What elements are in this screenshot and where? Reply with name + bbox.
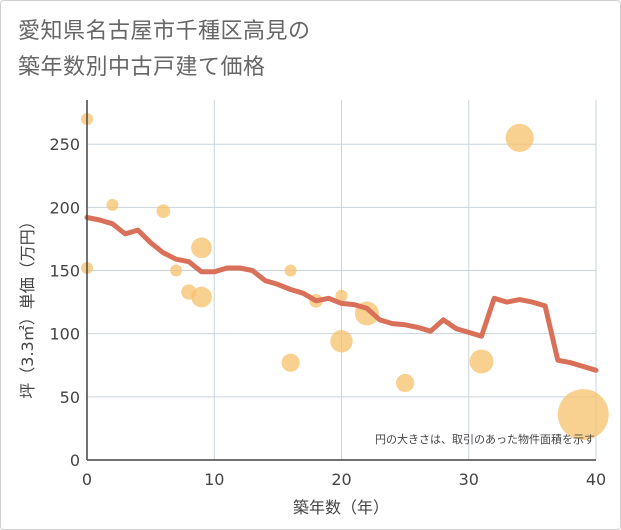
average-price-line (84, 215, 599, 373)
bubble-point-15 (469, 349, 494, 374)
y-axis-label: 坪（3.3㎡）単価（万円） (18, 213, 37, 398)
bubble-point-17 (557, 389, 609, 440)
tick-label-layer: 0 10 20 30 40 0 50 100 150 200 250 (49, 135, 606, 489)
y-tick-label-200: 200 (49, 198, 80, 217)
chart-title-line-1: 愛知県名古屋市千種区高見の (18, 19, 311, 44)
axis-layer (86, 100, 596, 461)
x-tick-label-10: 10 (204, 470, 224, 489)
x-axis-label: 築年数（年） (293, 498, 389, 517)
bubble-point-12 (330, 330, 353, 353)
y-tick-label-150: 150 (49, 262, 80, 281)
bubble-point-6 (191, 237, 212, 259)
x-tick-label-0: 0 (82, 470, 92, 489)
bubble-point-8 (284, 264, 297, 277)
bubble-point-14 (396, 373, 415, 393)
grid-layer (87, 100, 597, 460)
bubble-point-2 (106, 198, 119, 211)
bubble-size-note: 円の大きさは、取引のあった物件面積を示す (375, 432, 595, 446)
line-layer (84, 215, 599, 373)
y-tick-label-100: 100 (49, 325, 80, 344)
x-tick-label-20: 20 (331, 470, 351, 489)
x-tick-label-30: 30 (459, 470, 479, 489)
bubble-point-9 (281, 353, 300, 372)
bubble-point-16 (505, 123, 534, 152)
bubble-point-4 (170, 264, 183, 277)
bubble-point-3 (156, 204, 171, 218)
bubble-layer (81, 112, 609, 440)
y-tick-label-0: 0 (70, 451, 80, 470)
bubble-point-11 (335, 289, 348, 302)
bubble-point-7 (191, 286, 212, 308)
x-tick-label-40: 40 (586, 470, 606, 489)
chart-title-line-2: 築年数別中古戸建て価格 (18, 55, 266, 80)
y-tick-label-50: 50 (60, 388, 80, 407)
y-tick-label-250: 250 (49, 135, 80, 154)
chart-title: 愛知県名古屋市千種区高見の 築年数別中古戸建て価格 (18, 14, 311, 86)
